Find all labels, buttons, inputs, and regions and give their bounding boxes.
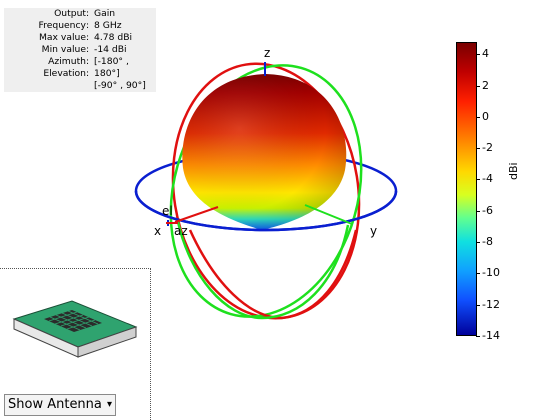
el-axis-label: el [162, 204, 173, 218]
azimuth-ring-front [134, 190, 398, 232]
colorbar-tick-mark [476, 304, 480, 306]
colorbar-tick-mark [476, 85, 480, 87]
colorbar-tick-label: -12 [482, 297, 500, 311]
colorbar-tick-mark [476, 148, 480, 150]
y-axis-line [304, 204, 353, 225]
colorbar-tick-label: 4 [482, 47, 489, 61]
main-lobe-shading [182, 74, 347, 230]
info-row-elevation-range: [-90° , 90°] [94, 80, 146, 91]
colorbar [456, 42, 477, 336]
colorbar-tick-label: -4 [482, 172, 493, 186]
antenna-preview-panel [0, 268, 151, 420]
antenna-3d-icon [12, 300, 138, 358]
colorbar-tick-label: -2 [482, 141, 493, 155]
colorbar-tick-mark [476, 273, 480, 275]
y-axis-label: y [370, 224, 377, 238]
info-row-output: Output: Gain [54, 8, 116, 19]
chevron-down-icon: ▾ [106, 399, 112, 410]
green-ring-front [176, 221, 350, 320]
show-antenna-label: Show Antenna [8, 397, 102, 412]
colorbar-tick-mark [476, 242, 480, 244]
colorbar-tick-label: 0 [482, 109, 489, 123]
az-axis-label: az [174, 224, 188, 238]
colorbar-tick-label: 2 [482, 78, 489, 92]
colorbar-tick-mark [476, 336, 480, 337]
pattern-info-panel: Output: Gain Frequency:8 GHz Max value:4.… [4, 8, 156, 92]
colorbar-tick-mark [476, 179, 480, 181]
info-row-min: Min value: -14 dBi [41, 44, 127, 55]
red-ring-front [188, 229, 358, 320]
x-axis-label: x [154, 224, 161, 238]
colorbar-tick-label: -10 [482, 266, 500, 280]
colorbar-tick-label: -6 [482, 203, 493, 217]
show-antenna-dropdown[interactable]: Show Antenna ▾ [4, 394, 116, 416]
elevation-ring-green [169, 64, 363, 318]
colorbar-tick-mark [476, 116, 480, 118]
info-row-max: Max value:4.78 dBi [38, 32, 133, 43]
colorbar-tick-label: -8 [482, 235, 493, 249]
info-row-frequency: Frequency:8 GHz [38, 20, 122, 31]
x-axis-line [174, 206, 219, 223]
info-row-elevation: Elevation:180°] [43, 68, 120, 79]
colorbar-tick-mark [476, 210, 480, 212]
colorbar-unit-label: dBi [507, 162, 520, 180]
z-axis-label: z [264, 46, 270, 60]
colorbar-tick-label: -14 [482, 329, 500, 342]
colorbar-tick-mark [476, 54, 480, 56]
info-row-azimuth: Azimuth: [-180° , [48, 56, 129, 67]
